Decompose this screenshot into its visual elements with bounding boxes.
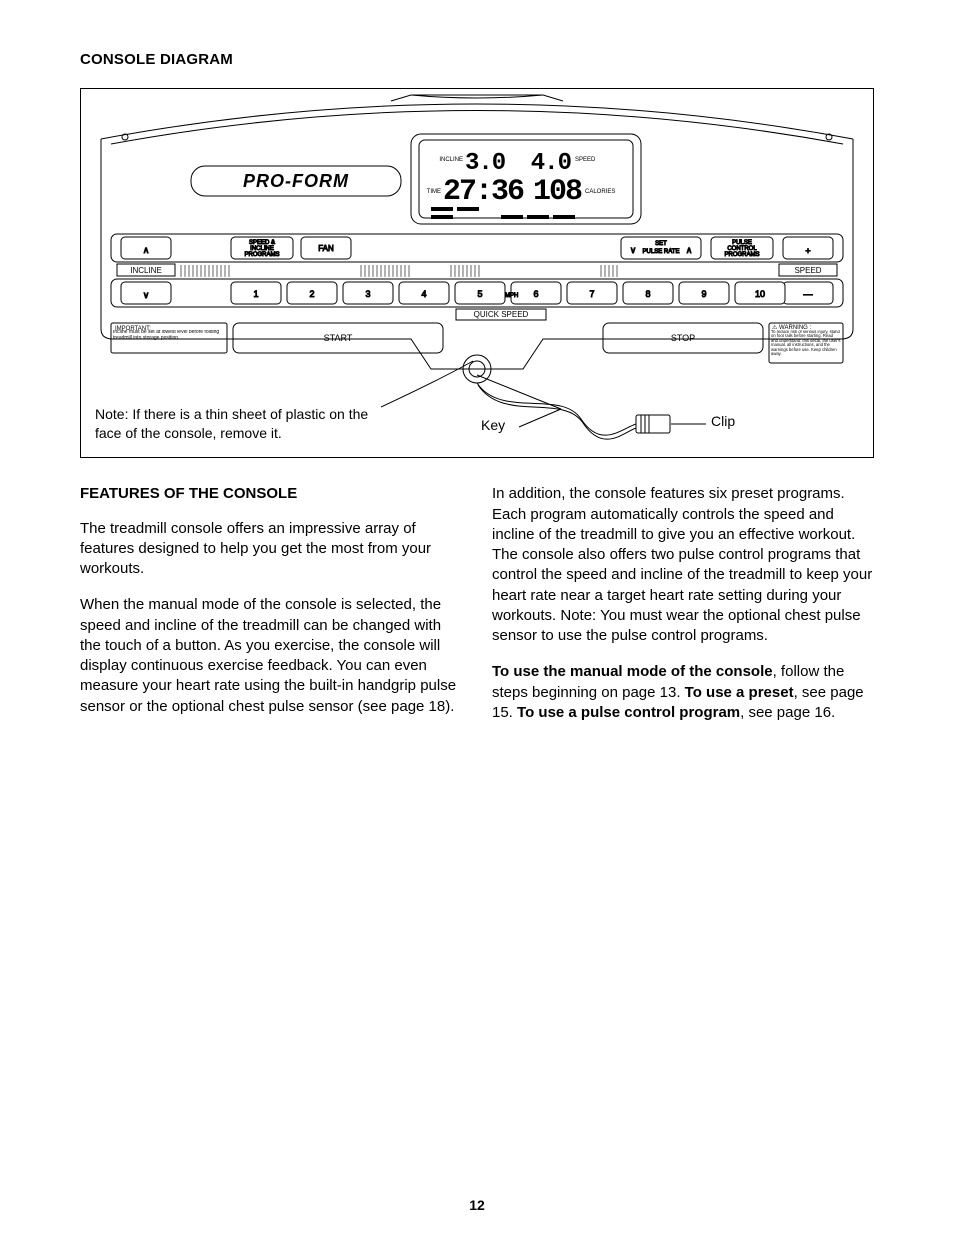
svg-text:8: 8: [645, 289, 650, 299]
svg-text:10: 10: [755, 289, 765, 299]
svg-text:—: —: [804, 289, 813, 299]
svg-text:3.0: 3.0: [465, 150, 506, 177]
column-right: In addition, the console features six pr…: [492, 484, 874, 739]
heading-console-diagram: CONSOLE DIAGRAM: [80, 50, 874, 70]
svg-text:INCLINE: INCLINE: [439, 157, 463, 163]
svg-text:SET: SET: [655, 241, 667, 247]
brand-plaque: PRO-FORM: [191, 166, 401, 196]
lcd-display: INCLINE 3.0 4.0 SPEED TIME 27:36 108 CAL…: [411, 134, 641, 224]
svg-text:6: 6: [533, 289, 538, 299]
svg-text:SPEED: SPEED: [575, 157, 596, 163]
console-diagram-svg: PRO-FORM INCLINE 3.0 4.0 SPEED TIME 27:3…: [81, 89, 873, 457]
svg-text:CALORIES: CALORIES: [585, 189, 615, 195]
svg-text:FAN: FAN: [318, 244, 334, 253]
svg-text:STOP: STOP: [671, 333, 695, 343]
key-cord: [477, 383, 670, 439]
svg-text:∨: ∨: [143, 290, 150, 300]
svg-text:PROGRAMS: PROGRAMS: [724, 252, 759, 258]
preset-bold: To use a preset: [685, 684, 794, 701]
col2-p2: To use the manual mode of the console, f…: [492, 662, 874, 723]
button-row-top: ∧ SPEED & INCLINE PROGRAMS FAN SET ∨ PUL…: [111, 234, 843, 262]
leader-lines: [381, 361, 706, 427]
svg-text:4.0: 4.0: [531, 150, 572, 177]
svg-text:∨: ∨: [630, 245, 637, 255]
svg-text:QUICK SPEED: QUICK SPEED: [474, 310, 529, 319]
svg-text:9: 9: [701, 289, 706, 299]
svg-text:7: 7: [589, 289, 594, 299]
quick-speed-row: ∨ — 1 2 3 4 5 6 7 8 9 10 MPH: [111, 279, 843, 307]
svg-text:PROGRAMS: PROGRAMS: [244, 252, 279, 258]
page-number: 12: [0, 1196, 954, 1215]
svg-text:MPH: MPH: [505, 293, 518, 299]
console-diagram-frame: PRO-FORM INCLINE 3.0 4.0 SPEED TIME 27:3…: [80, 88, 874, 458]
body-columns: FEATURES OF THE CONSOLE The treadmill co…: [80, 484, 874, 739]
svg-text:5: 5: [477, 289, 482, 299]
svg-text:∧: ∧: [686, 245, 693, 255]
svg-text:+: +: [805, 246, 810, 256]
svg-text:SPEED: SPEED: [794, 266, 821, 275]
svg-text:START: START: [324, 333, 353, 343]
svg-text:3: 3: [365, 289, 370, 299]
svg-text:1: 1: [253, 289, 258, 299]
key-label: Key: [481, 416, 505, 435]
important-text: Incline must be set at lowest level befo…: [113, 330, 225, 341]
heading-features: FEATURES OF THE CONSOLE: [80, 484, 462, 504]
clip-label: Clip: [711, 412, 735, 431]
pulse-program-bold: To use a pulse control program: [517, 704, 740, 721]
svg-text:INCLINE: INCLINE: [130, 266, 162, 275]
svg-text:TIME: TIME: [427, 189, 441, 195]
col1-p2: When the manual mode of the console is s…: [80, 595, 462, 717]
col2-p1: In addition, the console features six pr…: [492, 484, 874, 646]
col1-p1: The treadmill console offers an impressi…: [80, 519, 462, 580]
svg-text:108: 108: [533, 175, 582, 209]
svg-text:2: 2: [309, 289, 314, 299]
svg-text:PULSE RATE: PULSE RATE: [643, 249, 680, 255]
brand-text: PRO-FORM: [243, 171, 349, 191]
svg-text:27:36: 27:36: [443, 175, 524, 209]
manual-mode-bold: To use the manual mode of the console: [492, 663, 773, 680]
console-note: Note: If there is a thin sheet of plasti…: [95, 405, 395, 443]
svg-text:4: 4: [421, 289, 426, 299]
svg-text:∧: ∧: [143, 245, 150, 255]
warning-text: To reduce risk of serious injury, stand …: [771, 330, 841, 356]
column-left: FEATURES OF THE CONSOLE The treadmill co…: [80, 484, 462, 739]
